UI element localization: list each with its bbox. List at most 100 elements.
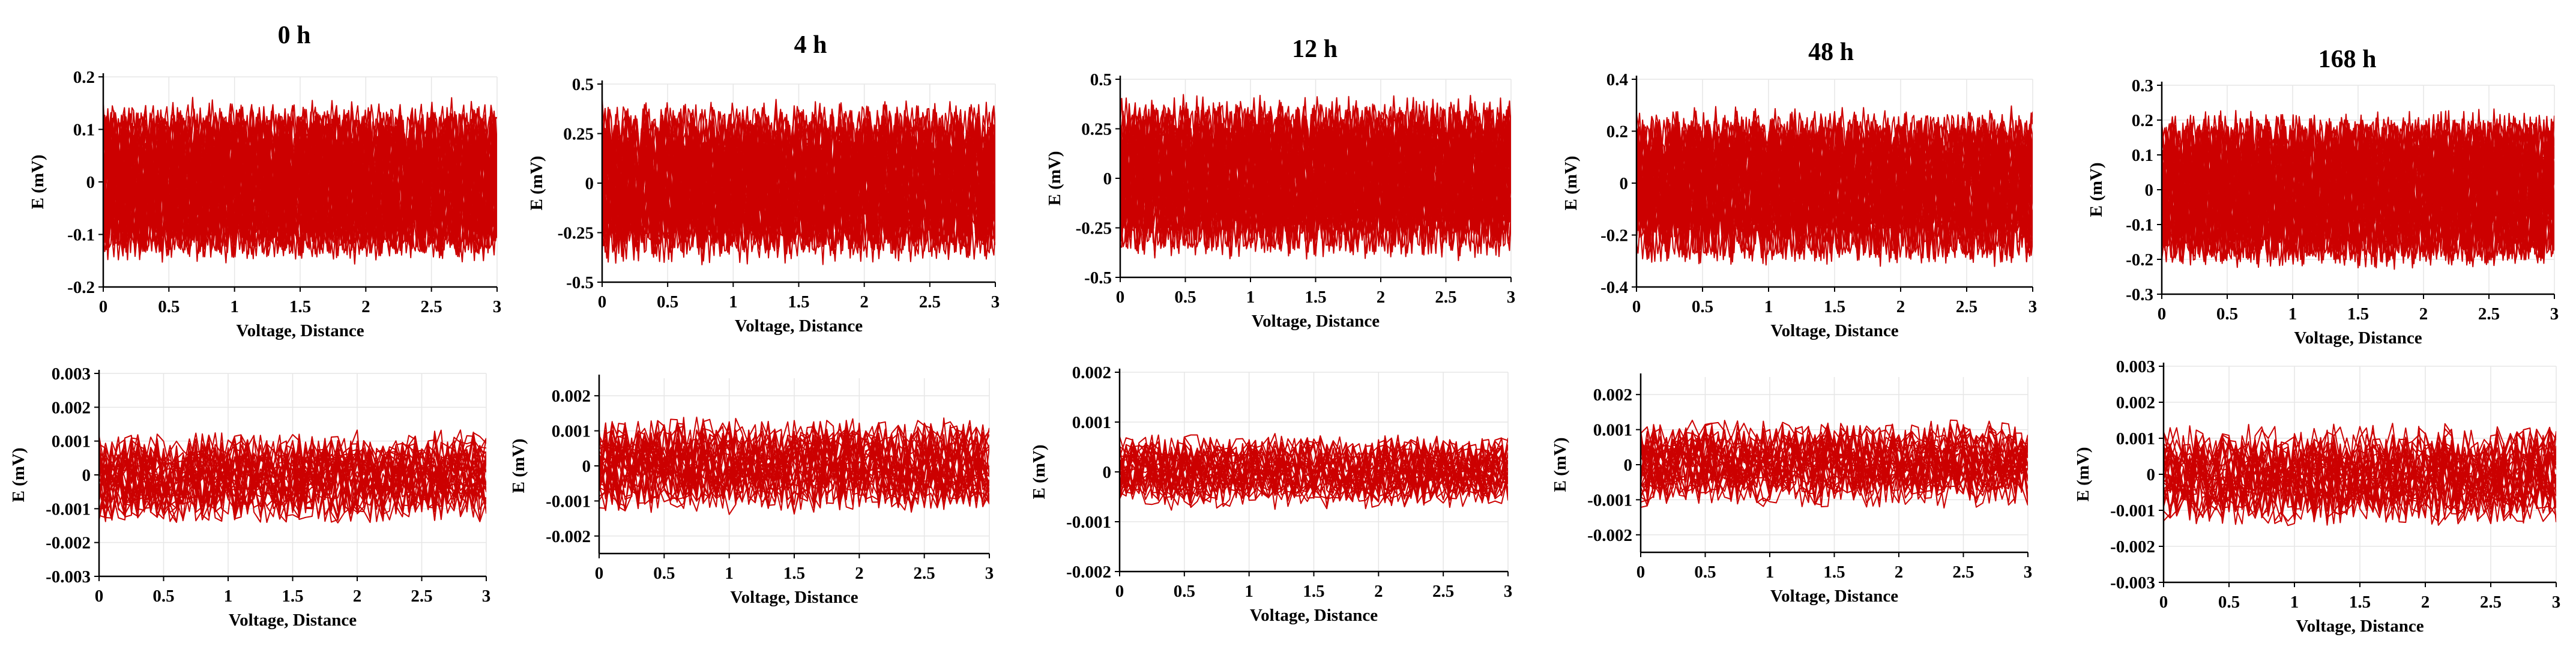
series-trace-36 bbox=[2162, 115, 2554, 250]
y-axis-label: E (mV) bbox=[1561, 155, 1581, 210]
series-trace-27 bbox=[99, 433, 486, 508]
y-tick-label: 0 bbox=[582, 457, 591, 476]
series-trace-19 bbox=[2164, 425, 2556, 504]
y-axis-label: E (mV) bbox=[2074, 447, 2093, 501]
series-trace-27 bbox=[2164, 435, 2556, 515]
series-trace-22 bbox=[599, 421, 989, 498]
y-tick-label: 0.001 bbox=[52, 432, 91, 451]
x-tick-label: 1 bbox=[725, 564, 734, 583]
series-trace-38 bbox=[103, 121, 497, 259]
x-axis-label: Voltage, Distance bbox=[2296, 617, 2424, 636]
x-tick-label: 1.5 bbox=[1824, 297, 1845, 316]
x-tick-label: 3 bbox=[482, 587, 491, 606]
y-tick-label: 0 bbox=[2147, 465, 2156, 484]
series-trace-37 bbox=[103, 122, 497, 252]
traces bbox=[2162, 108, 2554, 270]
panel-0: 0 0.5 1 1.5 2 2.5 3 -0.2 -0.1 0 0.1 0.2 Voltage, Dis… bbox=[28, 68, 501, 340]
y-tick-label: 0.003 bbox=[2116, 357, 2155, 376]
traces bbox=[599, 416, 989, 515]
series-trace-21 bbox=[1641, 429, 2028, 500]
series-trace-28 bbox=[2164, 439, 2556, 518]
column-title-4: 168 h bbox=[2318, 46, 2377, 73]
series-trace-29 bbox=[2164, 438, 2556, 515]
x-tick-label: 3 bbox=[2024, 563, 2033, 582]
x-tick-label: 0.5 bbox=[1694, 563, 1716, 582]
x-tick-label: 2.5 bbox=[1435, 288, 1456, 307]
y-axis-label: E (mV) bbox=[1551, 437, 1570, 492]
series-trace-26 bbox=[599, 418, 989, 494]
y-tick-label: 0.001 bbox=[1593, 421, 1632, 440]
series-trace-28 bbox=[99, 442, 486, 518]
series-trace-39 bbox=[1636, 110, 2033, 264]
y-tick-label: -0.003 bbox=[46, 567, 91, 587]
x-tick-label: 2 bbox=[2421, 593, 2430, 612]
panel-7: 0 0.5 1 1.5 2 2.5 3 -0.002 -0.001 0 0.001 0.002 Volt… bbox=[1030, 363, 1512, 625]
x-axis-label: Voltage, Distance bbox=[735, 316, 863, 336]
panel-1: 0 0.5 1 1.5 2 2.5 3 -0.5 -0.25 0 0.25 0.5 Voltage, D… bbox=[527, 75, 1000, 336]
x-tick-label: 3 bbox=[1504, 582, 1513, 601]
traces bbox=[1120, 94, 1511, 261]
x-tick-label: 1.5 bbox=[788, 292, 809, 312]
x-tick-label: 0 bbox=[2159, 593, 2168, 612]
series-trace-18 bbox=[599, 425, 989, 504]
x-tick-label: 0.5 bbox=[2216, 304, 2238, 324]
y-tick-label: -0.002 bbox=[546, 527, 591, 546]
x-tick-label: 3 bbox=[493, 297, 502, 316]
traces bbox=[2164, 423, 2556, 527]
y-tick-label: 0.002 bbox=[1072, 363, 1111, 382]
series-trace-30 bbox=[1120, 97, 1511, 250]
x-tick-label: 3 bbox=[985, 564, 994, 583]
series-trace-16 bbox=[599, 435, 989, 512]
y-axis-label: E (mV) bbox=[509, 438, 528, 493]
y-tick-label: 0.001 bbox=[552, 422, 591, 441]
y-tick-label: -0.2 bbox=[67, 278, 95, 297]
x-tick-label: 0 bbox=[1115, 582, 1124, 601]
y-tick-label: 0 bbox=[1103, 169, 1112, 189]
x-tick-label: 1.5 bbox=[1303, 582, 1324, 601]
panel-5: 0 0.5 1 1.5 2 2.5 3 -0.003 -0.002 -0.001 0 0.001 0.0… bbox=[9, 364, 490, 630]
y-tick-label: 0.25 bbox=[1081, 120, 1112, 139]
y-tick-label: -0.001 bbox=[1066, 513, 1111, 532]
y-tick-label: 0.1 bbox=[73, 121, 95, 140]
series-trace-31 bbox=[602, 98, 995, 259]
y-tick-label: 0 bbox=[86, 173, 95, 192]
x-tick-label: 0 bbox=[2158, 304, 2167, 324]
y-tick-label: 0.002 bbox=[552, 387, 591, 406]
series-trace-38 bbox=[1120, 144, 1511, 225]
y-tick-label: -0.002 bbox=[46, 534, 91, 553]
series-trace-39 bbox=[2162, 144, 2554, 222]
x-tick-label: 0 bbox=[95, 587, 104, 606]
x-tick-label: 0 bbox=[1632, 297, 1641, 316]
series-trace-29 bbox=[599, 430, 989, 508]
x-tick-label: 0.5 bbox=[1174, 288, 1196, 307]
traces bbox=[1641, 419, 2028, 509]
y-tick-label: 0 bbox=[1620, 174, 1629, 193]
column-title-2: 12 h bbox=[1292, 35, 1338, 63]
series-trace-34 bbox=[2162, 128, 2554, 267]
x-tick-label: 3 bbox=[991, 292, 1000, 312]
x-axis-label: Voltage, Distance bbox=[1252, 312, 1380, 331]
y-tick-label: 0.5 bbox=[1090, 70, 1112, 89]
series-trace-32 bbox=[1636, 116, 2033, 241]
series-trace-23 bbox=[1120, 447, 1508, 507]
panel-6: 0 0.5 1 1.5 2 2.5 3 -0.002 -0.001 0 0.001 0.002 Volt… bbox=[509, 375, 994, 607]
y-axis-label: E (mV) bbox=[1030, 444, 1049, 499]
x-tick-label: 3 bbox=[2029, 297, 2038, 316]
y-tick-label: -0.1 bbox=[2126, 216, 2153, 235]
y-tick-label: -0.003 bbox=[2110, 573, 2155, 593]
x-tick-label: 2 bbox=[2419, 304, 2428, 324]
panel-3: 0 0.5 1 1.5 2 2.5 3 -0.4 -0.2 0 0.2 0.4 Voltage, Dis… bbox=[1561, 70, 2037, 340]
x-tick-label: 0.5 bbox=[1174, 582, 1195, 601]
y-tick-label: 0.002 bbox=[1593, 385, 1632, 405]
series-trace-39 bbox=[103, 108, 497, 265]
column-title-1: 4 h bbox=[794, 31, 827, 59]
series-trace-37 bbox=[602, 137, 995, 250]
series-trace-38 bbox=[1636, 116, 2033, 259]
series-trace-23 bbox=[2164, 436, 2556, 516]
series-trace-28 bbox=[1120, 439, 1508, 498]
x-tick-label: 2.5 bbox=[914, 564, 935, 583]
y-tick-label: 0 bbox=[1624, 456, 1633, 475]
x-tick-label: 2 bbox=[860, 292, 869, 312]
traces bbox=[1636, 105, 2033, 267]
y-axis-label: E (mV) bbox=[527, 155, 546, 210]
